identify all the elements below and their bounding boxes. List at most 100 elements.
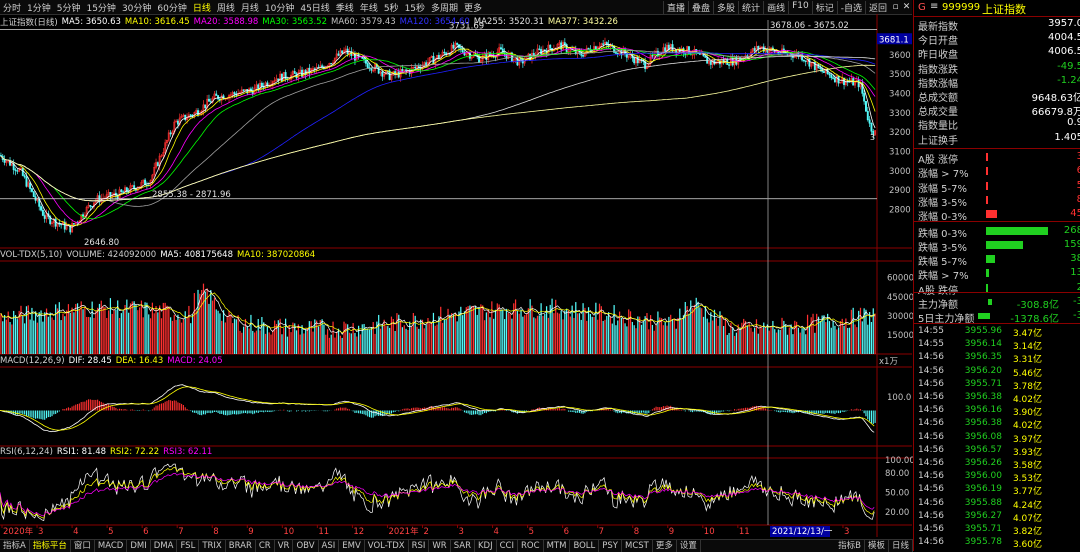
- indicator-tab-26[interactable]: 设置: [677, 540, 701, 552]
- indicator-tab-7[interactable]: TRIX: [199, 540, 226, 552]
- indicator-tab-19[interactable]: CCI: [497, 540, 519, 552]
- period-tab-5[interactable]: 60分钟: [157, 3, 187, 14]
- indicator-tab-2[interactable]: 窗口: [71, 540, 95, 552]
- bottom-right-tab-2[interactable]: 日线: [889, 540, 913, 552]
- period-tab-11[interactable]: 季线: [335, 3, 354, 14]
- indicator-tab-22[interactable]: BOLL: [570, 540, 600, 552]
- close-window-icon[interactable]: ✕: [902, 1, 911, 12]
- period-tab-8[interactable]: 月线: [240, 3, 259, 14]
- indicator-tab-11[interactable]: OBV: [293, 540, 319, 552]
- volume-bar: [374, 333, 376, 354]
- indicator-tab-18[interactable]: KDJ: [475, 540, 497, 552]
- tool-button-4[interactable]: 画线: [763, 0, 788, 14]
- indicator-tab-17[interactable]: SAR: [451, 540, 475, 552]
- kline-chart[interactable]: 3600350034003300320031003000290028003681…: [0, 14, 913, 539]
- candle-body: [498, 47, 501, 53]
- volume-bar: [695, 297, 697, 354]
- volume-unit: x1万: [879, 357, 898, 367]
- bottom-right-tab-0[interactable]: 指标B: [835, 540, 865, 552]
- period-tab-1[interactable]: 1分钟: [27, 3, 51, 14]
- tool-button-1[interactable]: 叠盘: [688, 0, 713, 14]
- indicator-tab-5[interactable]: DMA: [151, 540, 178, 552]
- restore-window-icon[interactable]: ▫: [892, 1, 899, 12]
- breadth-bar: [986, 226, 1048, 235]
- indicator-tab-10[interactable]: VR: [275, 540, 294, 552]
- indicator-tab-15[interactable]: RSI: [409, 540, 430, 552]
- candle-body: [279, 73, 282, 81]
- candle-body: [233, 92, 236, 95]
- candle-body: [299, 69, 302, 73]
- candle-body: [153, 167, 156, 176]
- period-tab-4[interactable]: 30分钟: [121, 3, 152, 14]
- volume-bar: [45, 308, 48, 354]
- indicator-tab-6[interactable]: FSL: [177, 540, 200, 552]
- volume-bar: [839, 321, 842, 354]
- indicator-tab-3[interactable]: MACD: [95, 540, 128, 552]
- breadth-value: 3: [1077, 151, 1080, 162]
- indicator-tab-8[interactable]: BRAR: [226, 540, 256, 552]
- tool-button-6[interactable]: 标记: [811, 0, 837, 14]
- time-axis-label: 4: [494, 527, 499, 537]
- volume-bar: [53, 319, 55, 354]
- period-tab-12[interactable]: 年线: [359, 3, 378, 14]
- volume-bar: [376, 321, 378, 354]
- indicator-tab-24[interactable]: MCST: [622, 540, 653, 552]
- candle-body: [363, 58, 366, 60]
- indicator-tab-16[interactable]: WR: [429, 540, 451, 552]
- volume-bar: [553, 313, 555, 354]
- candle-body: [355, 53, 358, 61]
- period-tab-16[interactable]: 更多: [464, 3, 483, 14]
- indicator-tab-12[interactable]: ASI: [319, 540, 340, 552]
- volume-bar: [493, 318, 495, 354]
- period-tab-10[interactable]: 45日线: [300, 3, 330, 14]
- period-tab-0[interactable]: 分时: [3, 3, 22, 14]
- period-tab-6[interactable]: 日线: [192, 3, 211, 14]
- volume-bar: [531, 305, 533, 354]
- indicator-tab-20[interactable]: ROC: [518, 540, 544, 552]
- indicator-tab-13[interactable]: EMV: [339, 540, 365, 552]
- annotation-low1: 2646.80: [84, 238, 119, 248]
- volume-bar: [454, 313, 456, 354]
- period-tab-13[interactable]: 5秒: [383, 3, 399, 14]
- tick-time: 14:55: [918, 326, 944, 336]
- period-tab-7[interactable]: 周线: [216, 3, 235, 14]
- volume-bar: [140, 300, 143, 354]
- indicator-tab-21[interactable]: MTM: [544, 540, 571, 552]
- indicator-tab-25[interactable]: 更多: [653, 540, 677, 552]
- tool-button-3[interactable]: 统计: [738, 0, 763, 14]
- tick-price: 3956.08: [964, 431, 1002, 442]
- indicator-tab-4[interactable]: DMI: [127, 540, 151, 552]
- period-tab-15[interactable]: 多周期: [431, 3, 459, 14]
- tool-button-7[interactable]: -自选: [836, 0, 865, 14]
- indicator-tab-9[interactable]: CR: [256, 540, 275, 552]
- tick-row: 14:56 3956.20 5.46亿: [914, 366, 1080, 379]
- period-tab-2[interactable]: 5分钟: [56, 3, 81, 14]
- tool-button-5[interactable]: F10: [788, 0, 812, 14]
- volume-bar: [13, 310, 15, 354]
- tool-button-2[interactable]: 多股: [713, 0, 738, 14]
- candle-body: [614, 52, 617, 54]
- indicator-tab-0[interactable]: 指标A: [0, 540, 30, 552]
- stat-label: 指数量比: [918, 121, 958, 133]
- period-tab-9[interactable]: 10分钟: [264, 3, 295, 14]
- tool-button-0[interactable]: 直播: [663, 0, 688, 14]
- menu-icon[interactable]: ≡: [930, 1, 939, 12]
- volume-bar: [412, 312, 414, 354]
- volume-bar: [129, 303, 132, 354]
- candle-body: [372, 70, 375, 72]
- flow-row: 主力净额 -308.8亿 -3: [914, 295, 1080, 311]
- volume-bar: [420, 319, 422, 354]
- volume-bar: [352, 323, 354, 354]
- volume-bar: [785, 324, 787, 354]
- indicator-tab-23[interactable]: PSY: [599, 540, 622, 552]
- tool-button-8[interactable]: 返回: [864, 0, 890, 14]
- indicator-tab-14[interactable]: VOL-TDX: [365, 540, 409, 552]
- bottom-right-tab-1[interactable]: 模板: [865, 540, 889, 552]
- period-tab-3[interactable]: 15分钟: [86, 3, 116, 14]
- volume-bar: [624, 323, 626, 354]
- period-tab-14[interactable]: 15秒: [404, 3, 426, 14]
- volume-bar: [139, 307, 141, 354]
- volume-bar: [290, 332, 292, 354]
- indicator-tab-1[interactable]: 指标平台: [30, 540, 71, 552]
- volume-bar: [343, 321, 345, 354]
